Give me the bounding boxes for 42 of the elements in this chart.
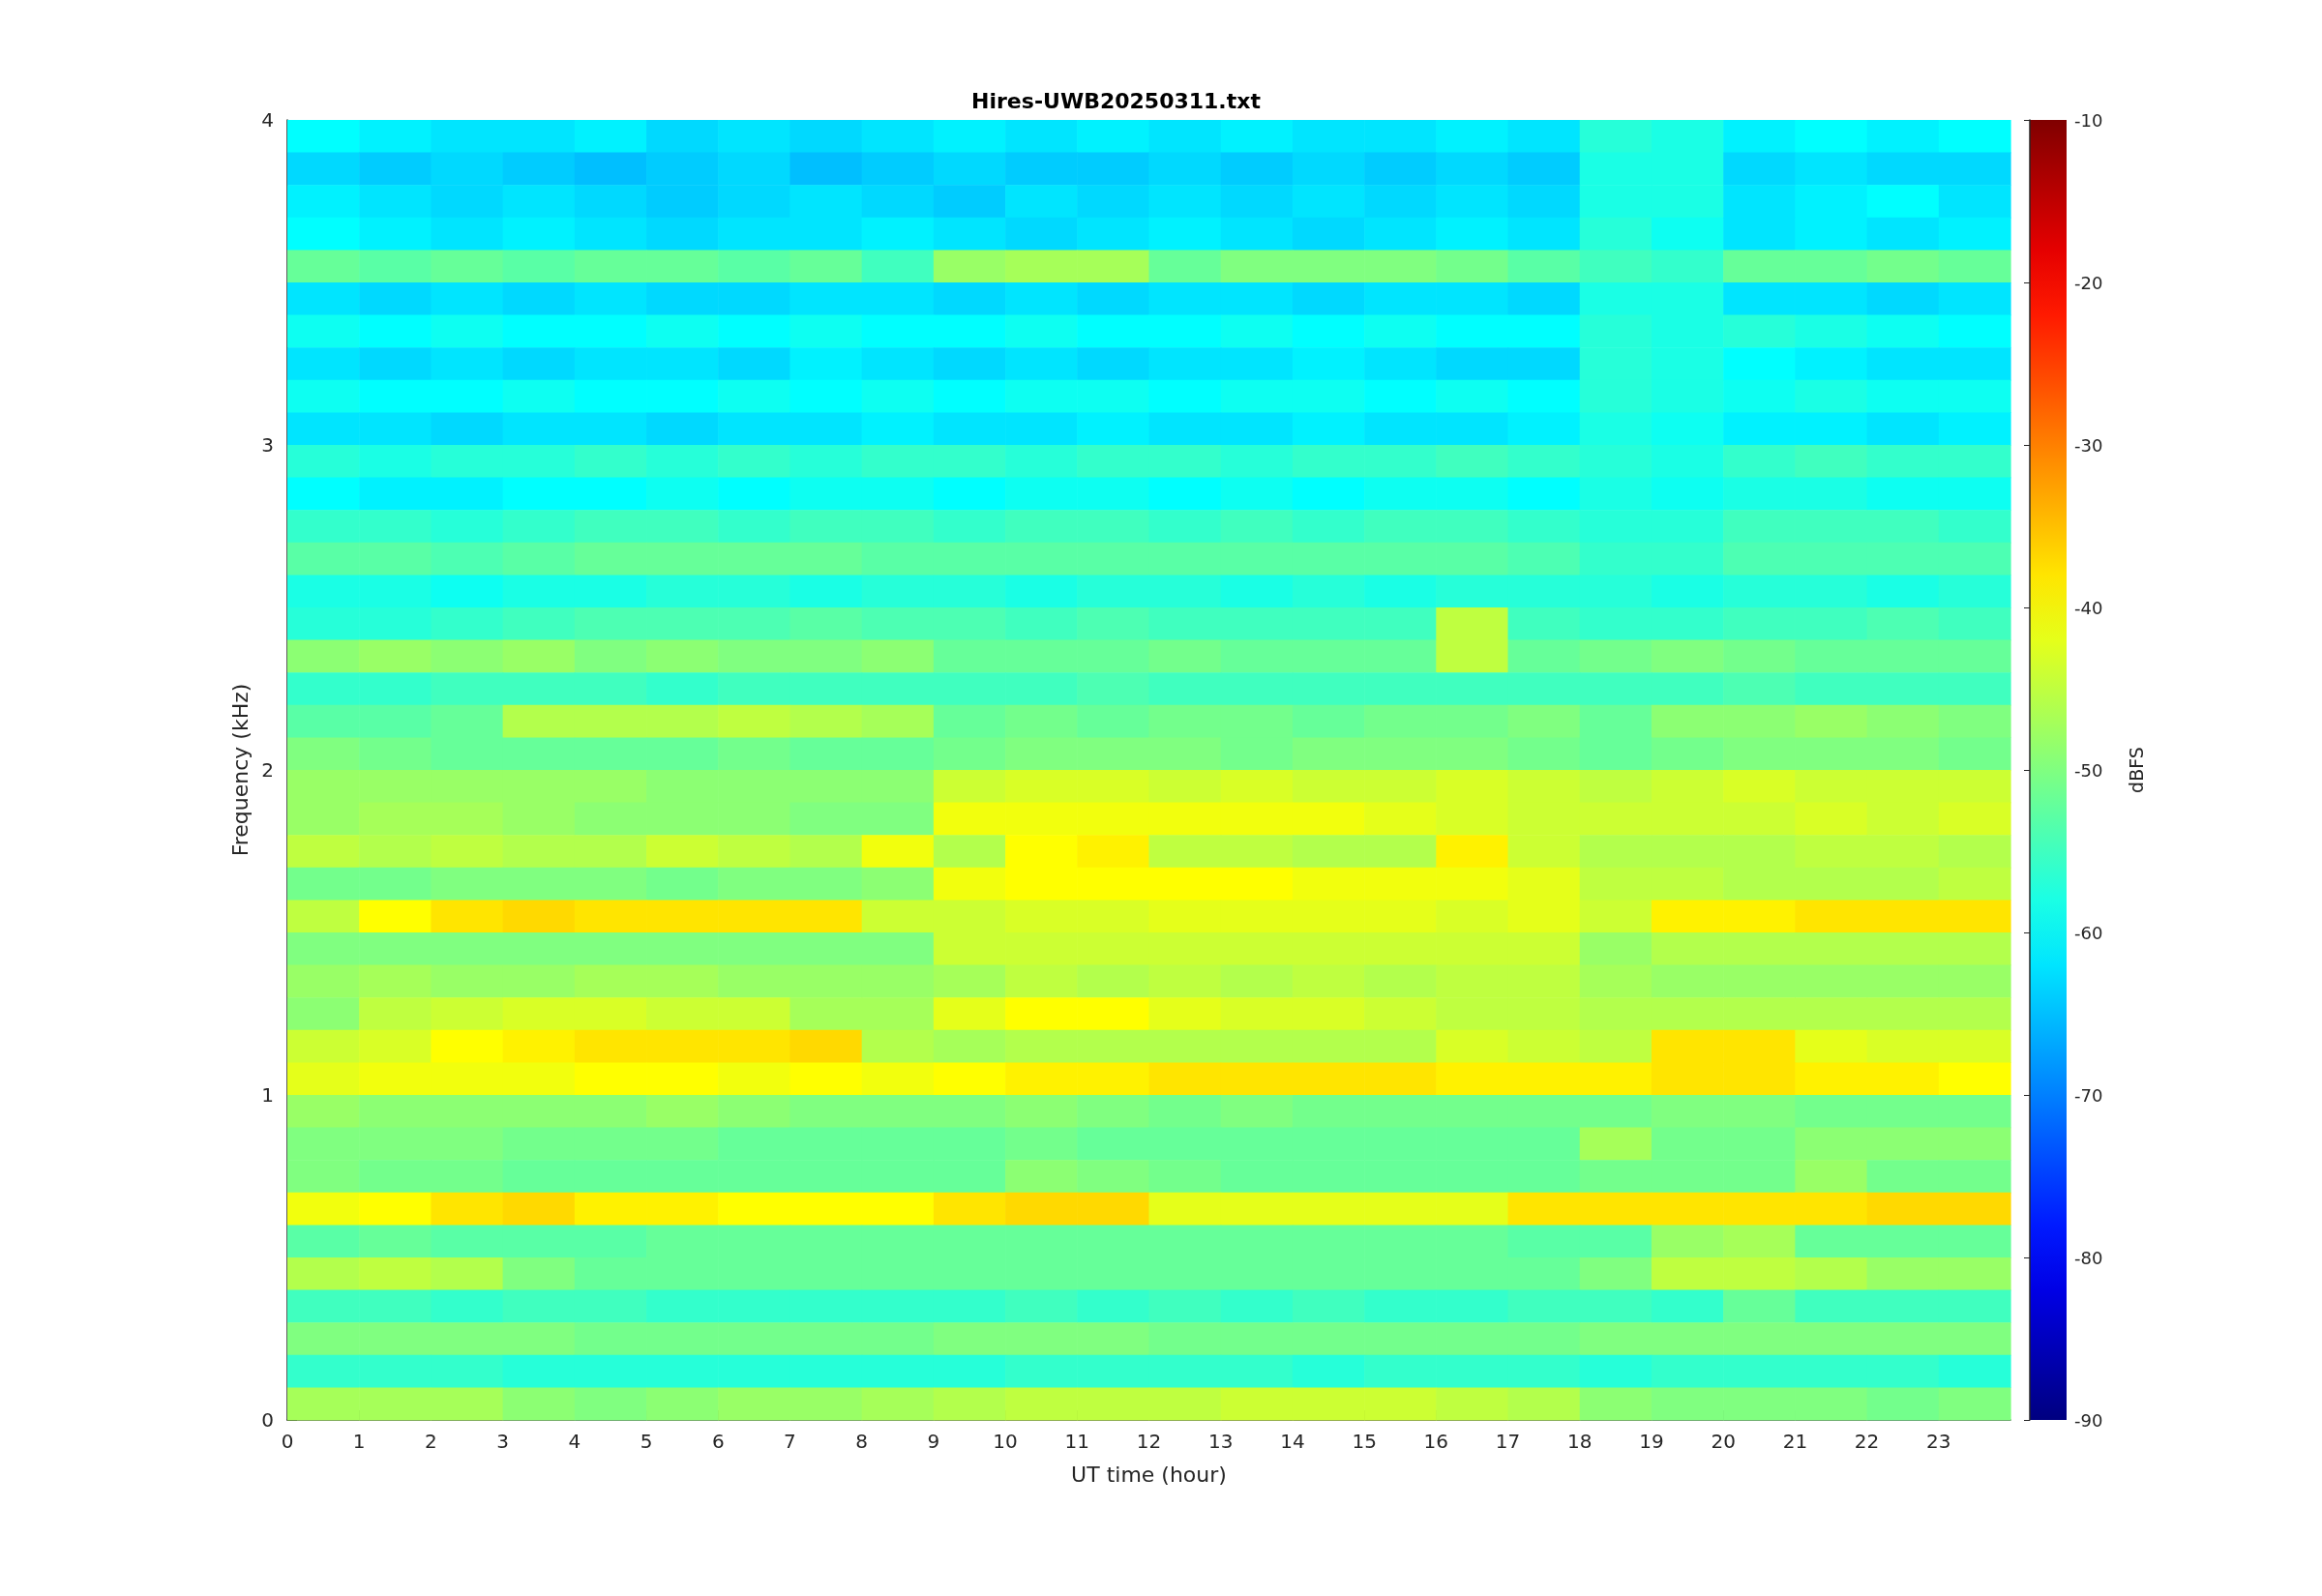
- color-bar-label: -60: [2074, 922, 2103, 943]
- x-tick-label: 16: [1423, 1430, 1449, 1453]
- x-tick-label: 10: [993, 1430, 1018, 1453]
- x-tick-label: 11: [1064, 1430, 1090, 1453]
- x-tick-label: 6: [711, 1430, 725, 1453]
- color-bar-label: -70: [2074, 1084, 2103, 1106]
- x-tick-label: 7: [784, 1430, 796, 1453]
- color-bar-label: -40: [2074, 597, 2103, 618]
- x-tick-label: 12: [1136, 1430, 1162, 1453]
- y-tick-label: 4: [261, 108, 274, 132]
- x-tick-label: 15: [1352, 1430, 1377, 1453]
- x-tick-label: 4: [568, 1430, 581, 1453]
- x-tick-label: 21: [1782, 1430, 1808, 1453]
- x-tick-label: 18: [1567, 1430, 1593, 1453]
- x-tick-label: 14: [1280, 1430, 1305, 1453]
- x-tick-label: 0: [281, 1430, 294, 1453]
- x-tick-label: 2: [425, 1430, 437, 1453]
- x-tick-label: 8: [855, 1430, 869, 1453]
- x-tick-label: 1: [352, 1430, 366, 1453]
- y-tick-label: 2: [261, 758, 274, 782]
- x-tick-label: 20: [1711, 1430, 1736, 1453]
- y-tick-label: 3: [261, 433, 274, 457]
- y-axis-title: Frequency (kHz): [227, 683, 253, 857]
- y-tick-label: 1: [261, 1083, 274, 1107]
- x-tick-label: 3: [496, 1430, 509, 1453]
- x-tick-label: 9: [927, 1430, 940, 1453]
- color-bar-label: -30: [2074, 434, 2103, 456]
- color-bar-label: -90: [2074, 1409, 2103, 1431]
- color-bar-label: -20: [2074, 272, 2103, 293]
- x-tick-label: 13: [1207, 1430, 1234, 1453]
- color-bar-label: -80: [2074, 1247, 2103, 1268]
- x-tick-label: 23: [1926, 1430, 1951, 1453]
- color-bar-label: -10: [2074, 109, 2103, 131]
- chart-title: Hires-UWB20250311.txt: [971, 88, 1262, 113]
- x-tick-label: 19: [1639, 1430, 1664, 1453]
- x-tick-label: 17: [1495, 1430, 1521, 1453]
- x-tick-label: 5: [640, 1430, 653, 1453]
- x-tick-label: 22: [1854, 1430, 1880, 1453]
- color-bar-title: dBFS: [2125, 747, 2147, 793]
- x-axis-title: UT time (hour): [1071, 1462, 1227, 1487]
- y-tick-label: 0: [261, 1408, 274, 1432]
- color-bar-label: -50: [2074, 759, 2103, 781]
